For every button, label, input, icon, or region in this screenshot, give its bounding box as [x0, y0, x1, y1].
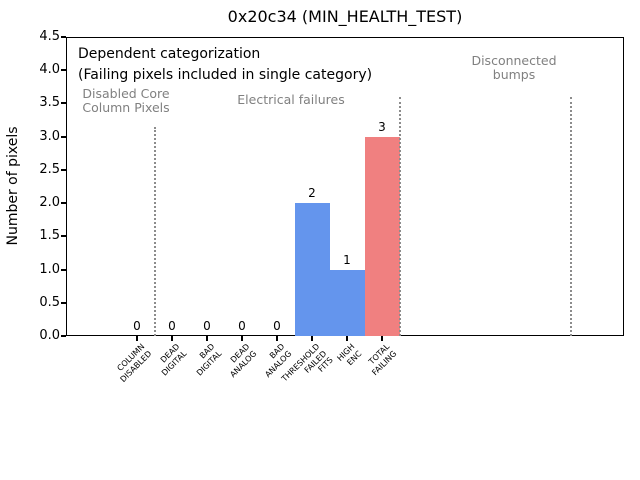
failing-note-line: (Failing pixels included in single categ… [78, 67, 373, 83]
y-tick-label: 0.5 [39, 294, 60, 310]
y-tick-mark [61, 202, 66, 205]
y-tick-mark [61, 102, 66, 105]
group-separator-line [153, 126, 156, 336]
y-tick-label: 4.5 [39, 29, 60, 44]
disconnected-note-line: bumps [492, 67, 536, 82]
y-tick-mark [61, 168, 66, 171]
y-tick-label: 4.0 [39, 62, 60, 78]
electrical-note: Electrical failures [237, 93, 344, 107]
disconnected-note: Disconnected bumps [471, 54, 556, 82]
x-tick-mark [276, 336, 278, 341]
y-tick-mark [61, 268, 66, 271]
x-tick-mark [136, 336, 138, 341]
y-axis-label: Number of pixels [5, 126, 21, 246]
disabled-core-note: Disabled Core Column Pixels [82, 87, 169, 115]
disconnected-note-line: Disconnected [471, 53, 557, 68]
y-tick-label: 0.0 [39, 328, 60, 343]
dependent-note-line: Dependent categorization [78, 46, 261, 62]
x-tick-mark [206, 336, 208, 341]
x-tick-mark [171, 336, 173, 341]
y-tick-mark [61, 36, 66, 38]
bar-value-label: 1 [343, 252, 351, 267]
x-tick-mark [346, 336, 348, 341]
y-tick-label: 2.5 [39, 161, 60, 177]
dependent-note: Dependent categorization [78, 47, 260, 61]
bar [294, 203, 330, 336]
y-tick-label: 2.0 [39, 195, 60, 211]
disabled-core-note-line: Column Pixels [82, 100, 170, 115]
bar-value-label: 2 [308, 186, 316, 201]
y-tick-label: 1.0 [39, 261, 60, 277]
electrical-note-line: Electrical failures [237, 92, 345, 107]
y-tick-label: 3.0 [39, 128, 60, 144]
x-tick-mark [381, 336, 383, 341]
y-tick-mark [61, 301, 66, 304]
group-separator-line [398, 96, 401, 336]
bar [364, 136, 400, 336]
x-tick-mark [241, 336, 243, 341]
failing-note: (Failing pixels included in single categ… [78, 68, 372, 82]
bar-value-label: 0 [238, 319, 246, 333]
bar [329, 269, 365, 336]
bar-value-label: 0 [133, 319, 141, 333]
y-tick-label: 3.5 [39, 95, 60, 111]
bar-value-label: 3 [378, 119, 386, 134]
x-tick-mark [311, 336, 313, 341]
y-tick-mark [61, 135, 66, 138]
bar-value-label: 0 [203, 319, 211, 333]
disabled-core-note-line: Disabled Core [82, 86, 170, 101]
y-tick-mark [61, 335, 66, 337]
y-tick-mark [61, 235, 66, 238]
group-separator-line [570, 96, 572, 336]
y-tick-label: 1.5 [39, 228, 60, 244]
bar-value-label: 0 [168, 319, 176, 333]
y-tick-mark [61, 69, 66, 72]
chart-title: 0x20c34 (MIN_HEALTH_TEST) [227, 7, 463, 26]
bar-value-label: 0 [273, 319, 281, 333]
